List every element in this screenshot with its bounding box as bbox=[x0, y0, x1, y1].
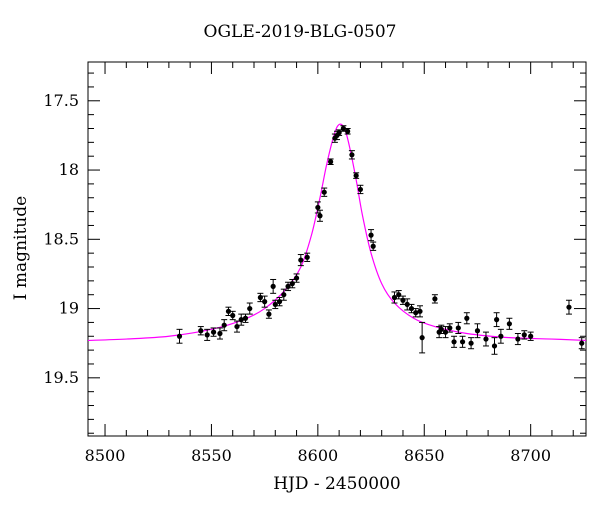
data-point bbox=[368, 232, 374, 238]
data-point bbox=[353, 172, 359, 179]
chart-title: OGLE-2019-BLG-0507 bbox=[203, 22, 397, 42]
data-point bbox=[321, 189, 327, 195]
data-point bbox=[413, 310, 419, 316]
data-point bbox=[221, 322, 227, 328]
data-point bbox=[230, 312, 236, 319]
data-point bbox=[210, 329, 217, 335]
data-point bbox=[298, 257, 304, 263]
x-tick-label: 8550 bbox=[191, 446, 232, 465]
data-point bbox=[345, 128, 351, 134]
data-point bbox=[242, 315, 249, 321]
data-point bbox=[419, 335, 425, 341]
data-point bbox=[225, 308, 232, 314]
data-point bbox=[176, 333, 183, 339]
data-point bbox=[262, 299, 268, 305]
data-point bbox=[408, 305, 415, 312]
data-point bbox=[340, 125, 346, 132]
data-point bbox=[438, 326, 444, 332]
data-point bbox=[459, 339, 466, 345]
data-point bbox=[515, 336, 521, 342]
y-tick-label: 17.5 bbox=[43, 91, 79, 110]
data-point bbox=[198, 328, 204, 334]
plot-frame bbox=[87, 61, 587, 437]
data-point bbox=[506, 321, 512, 327]
x-tick-label: 8650 bbox=[404, 446, 445, 465]
data-point bbox=[357, 186, 364, 193]
data-point bbox=[566, 304, 572, 310]
data-point bbox=[238, 317, 244, 323]
data-point bbox=[447, 325, 453, 331]
y-tick-label: 18.5 bbox=[43, 229, 79, 248]
data-point bbox=[266, 311, 272, 317]
x-tick-label: 8500 bbox=[85, 446, 126, 465]
data-point bbox=[304, 254, 310, 260]
y-tick-label: 18 bbox=[59, 160, 79, 179]
data-point bbox=[483, 336, 489, 342]
data-point bbox=[417, 308, 423, 314]
y-axis-label: I magnitude bbox=[11, 195, 31, 301]
data-point bbox=[455, 325, 461, 331]
data-point bbox=[317, 213, 323, 219]
data-point bbox=[464, 315, 470, 321]
data-point bbox=[349, 152, 355, 158]
data-point bbox=[521, 332, 527, 338]
x-axis-label: HJD - 2450000 bbox=[273, 474, 401, 494]
data-point bbox=[451, 339, 457, 345]
data-point bbox=[404, 301, 410, 308]
data-point bbox=[370, 243, 376, 249]
data-point bbox=[328, 159, 334, 165]
data-point bbox=[315, 204, 321, 211]
y-tick-label: 19 bbox=[59, 299, 79, 318]
data-point bbox=[442, 329, 449, 335]
x-tick-label: 8600 bbox=[297, 446, 338, 465]
data-point bbox=[217, 330, 223, 337]
data-point bbox=[494, 317, 500, 323]
data-point bbox=[491, 343, 498, 349]
data-point bbox=[468, 340, 474, 346]
data-point bbox=[293, 275, 300, 281]
data-point bbox=[498, 333, 504, 339]
data-point bbox=[270, 283, 276, 289]
model-curve bbox=[87, 123, 587, 342]
data-point bbox=[204, 332, 210, 338]
data-point bbox=[474, 328, 481, 334]
data-point bbox=[579, 340, 585, 346]
x-tick-label: 8700 bbox=[510, 446, 551, 465]
data-point bbox=[528, 333, 534, 339]
data-point bbox=[247, 305, 253, 312]
data-point bbox=[432, 296, 438, 302]
y-tick-label: 19.5 bbox=[43, 368, 79, 387]
data-point bbox=[281, 292, 287, 298]
